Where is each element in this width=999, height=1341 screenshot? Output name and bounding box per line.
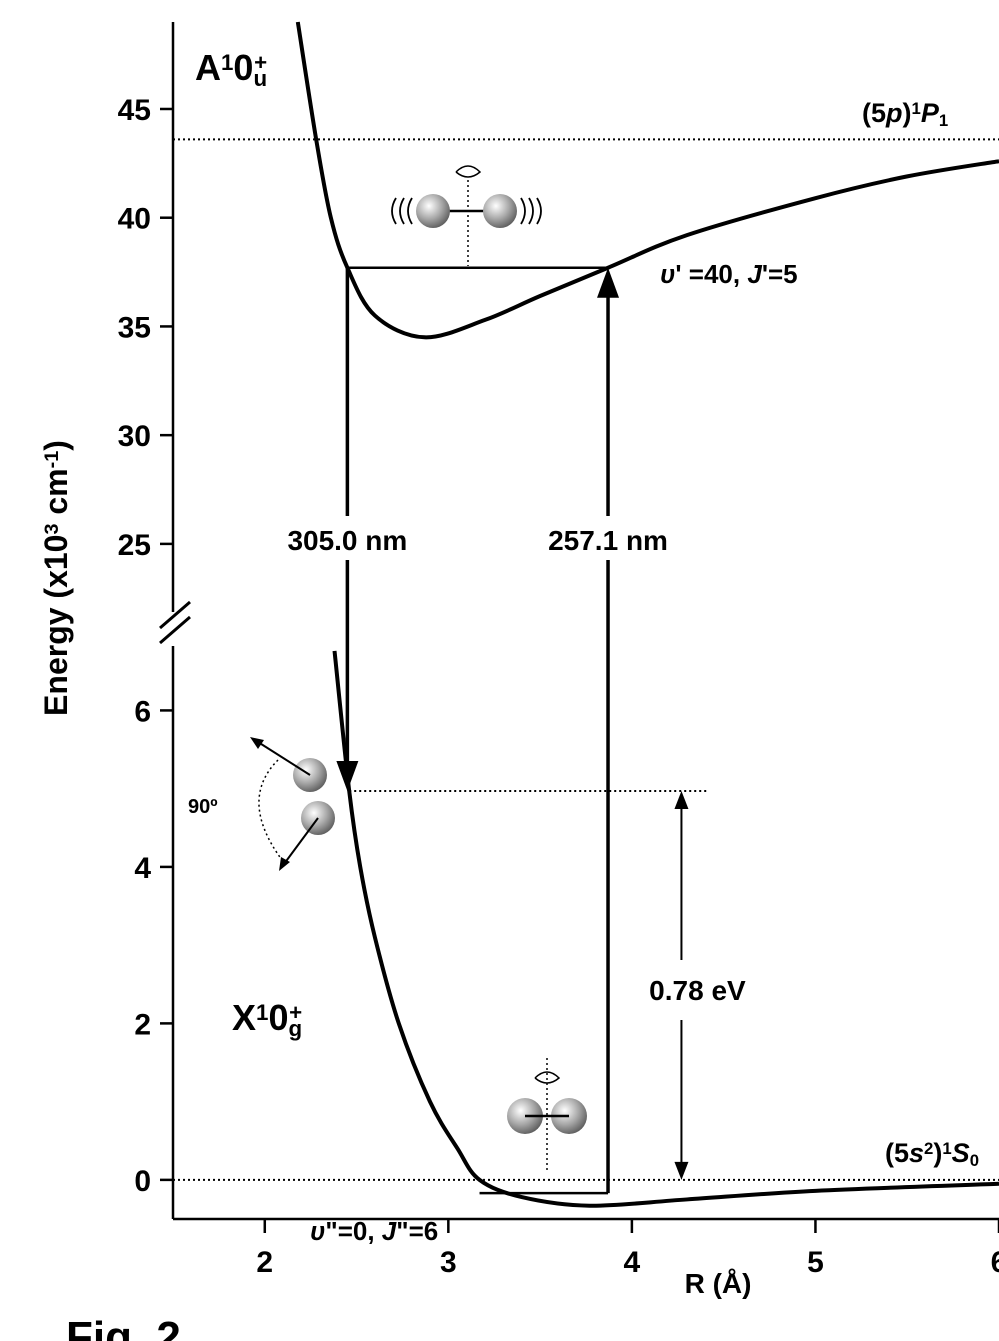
level-label: υ"=0, J"=6 bbox=[310, 1216, 438, 1246]
text-part: ) bbox=[903, 98, 912, 128]
arrowhead bbox=[674, 1161, 689, 1180]
text-part: υ bbox=[660, 259, 675, 289]
text-part: '=5 bbox=[762, 259, 798, 289]
y-tick-label: 2 bbox=[134, 1008, 151, 1041]
y-tick-label: 4 bbox=[134, 852, 151, 885]
text-part: 1 bbox=[912, 99, 921, 118]
text-part: P bbox=[921, 98, 940, 128]
text-part: u bbox=[253, 66, 267, 91]
molecule-icon bbox=[391, 165, 542, 266]
y-tick-label: 40 bbox=[118, 203, 151, 236]
asymptote-label: (5p)1P1 bbox=[862, 98, 948, 130]
text-part: 2 bbox=[924, 1139, 933, 1158]
text-part: 0 bbox=[233, 47, 253, 88]
text-part: 1 bbox=[942, 1139, 951, 1158]
x-tick-label: 3 bbox=[440, 1246, 457, 1279]
molecule-icon bbox=[250, 737, 335, 871]
text-part: 1 bbox=[221, 50, 233, 75]
text-part: p bbox=[885, 98, 903, 128]
y-tick-label: 30 bbox=[118, 420, 151, 453]
figure-label: Fig. 2 bbox=[66, 1313, 181, 1341]
label-background bbox=[536, 516, 681, 560]
text-part: "=0, bbox=[325, 1216, 381, 1246]
x-tick-label: 2 bbox=[256, 1246, 273, 1279]
arrowhead bbox=[597, 267, 620, 298]
transition-label: 257.1 nm bbox=[548, 525, 668, 556]
x-axis-label: R (Å) bbox=[685, 1268, 752, 1299]
text-part: + bbox=[254, 50, 267, 75]
y-tick-label: 35 bbox=[118, 311, 151, 344]
text-part: 1 bbox=[939, 111, 948, 130]
text-part: (5 bbox=[862, 98, 886, 128]
potential-curve bbox=[295, 21, 999, 340]
x-tick-label: 5 bbox=[807, 1246, 824, 1279]
text-part: s bbox=[909, 1138, 924, 1168]
arrowhead bbox=[336, 761, 359, 792]
y-tick-label: 0 bbox=[134, 1165, 151, 1198]
text-part: 0 bbox=[970, 1151, 979, 1170]
y-axis-label: Energy (x103 cm-1) bbox=[38, 440, 74, 716]
angle-label: 90º bbox=[188, 796, 218, 818]
text-part: Energy (x10 bbox=[38, 535, 74, 716]
asymptote-label: (5s2)1S0 bbox=[885, 1138, 979, 1170]
state-label: X10g+ bbox=[232, 997, 302, 1041]
text-part: + bbox=[289, 1000, 302, 1025]
text-part: cm bbox=[38, 468, 74, 523]
text-part: (5 bbox=[885, 1138, 909, 1168]
text-part: υ bbox=[310, 1216, 325, 1246]
text-part: ) bbox=[933, 1138, 942, 1168]
text-part: ) bbox=[38, 440, 74, 451]
y-tick-label: 45 bbox=[118, 94, 151, 127]
transition-label: 305.0 nm bbox=[287, 525, 407, 556]
label-background bbox=[275, 516, 420, 560]
x-tick-label: 6 bbox=[991, 1246, 999, 1279]
y-tick-label: 6 bbox=[134, 695, 151, 728]
text-part: "=6 bbox=[396, 1216, 438, 1246]
axis-break bbox=[159, 600, 191, 630]
potential-curve bbox=[332, 650, 999, 1208]
text-part: A bbox=[195, 47, 221, 88]
text-part: ' =40, bbox=[675, 259, 747, 289]
level-label: υ' =40, J'=5 bbox=[660, 259, 798, 289]
arrowhead bbox=[674, 791, 689, 810]
text-part: 3 bbox=[41, 523, 63, 534]
text-part: 1 bbox=[256, 1000, 268, 1025]
text-part: X bbox=[232, 997, 256, 1038]
label-background bbox=[631, 960, 732, 1020]
gap-label: 0.78 eV bbox=[649, 975, 746, 1006]
text-part: 0 bbox=[268, 997, 288, 1038]
text-part: J bbox=[382, 1216, 397, 1246]
text-part: -1 bbox=[41, 451, 63, 469]
axis-break bbox=[159, 615, 191, 645]
text-part: g bbox=[288, 1016, 302, 1041]
text-part: S bbox=[952, 1138, 970, 1168]
state-label: A10u+ bbox=[195, 47, 267, 91]
y-tick-label: 25 bbox=[118, 529, 151, 562]
text-part: J bbox=[747, 259, 762, 289]
x-tick-label: 4 bbox=[624, 1246, 641, 1279]
molecule-icon bbox=[507, 1058, 587, 1170]
